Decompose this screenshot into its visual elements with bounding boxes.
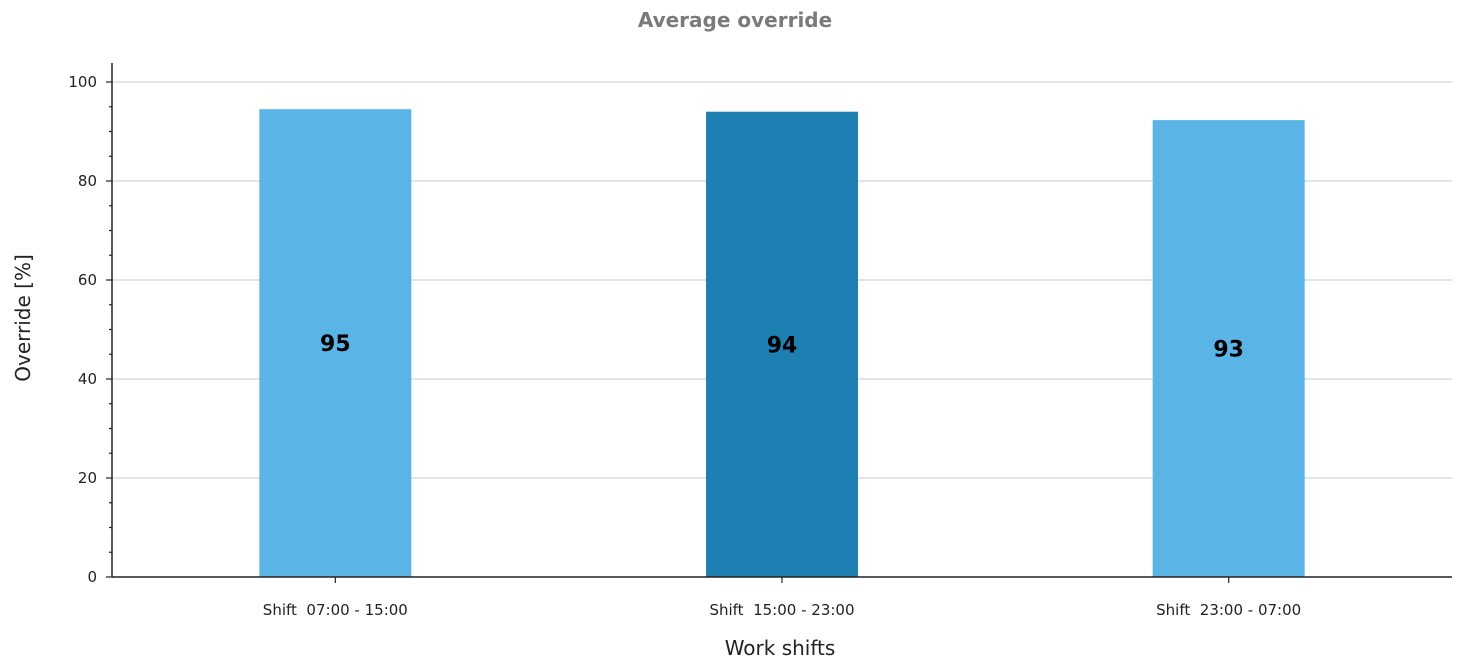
- bar-data-label: 95: [320, 332, 351, 357]
- y-tick-label: 60: [78, 271, 97, 289]
- bar: [706, 111, 858, 577]
- data-labels: 95 94 93: [320, 332, 1244, 362]
- y-tick-label: 100: [68, 73, 97, 91]
- chart-title: Average override: [638, 8, 832, 32]
- bars: [259, 109, 1305, 578]
- y-tick-label: 40: [78, 370, 97, 388]
- bar-data-label: 94: [767, 333, 798, 358]
- x-tick-label: Shift 15:00 - 23:00: [709, 601, 854, 619]
- bar-data-label: 93: [1213, 338, 1244, 363]
- y-axis-ticks: 0 20 40 60 80 100: [68, 73, 112, 586]
- x-tick-label: Shift 23:00 - 07:00: [1156, 601, 1301, 619]
- y-tick-label: 0: [87, 568, 97, 586]
- x-axis-title: Work shifts: [725, 636, 836, 660]
- bar: [259, 109, 412, 577]
- x-tick-label: Shift 07:00 - 15:00: [263, 601, 408, 619]
- y-tick-label: 80: [78, 172, 97, 190]
- y-tick-label: 20: [78, 469, 97, 487]
- bar: [1152, 120, 1305, 578]
- x-axis-ticks: Shift 07:00 - 15:00 Shift 15:00 - 23:00 Sh…: [263, 577, 1301, 619]
- y-axis-title: Override [%]: [11, 254, 35, 382]
